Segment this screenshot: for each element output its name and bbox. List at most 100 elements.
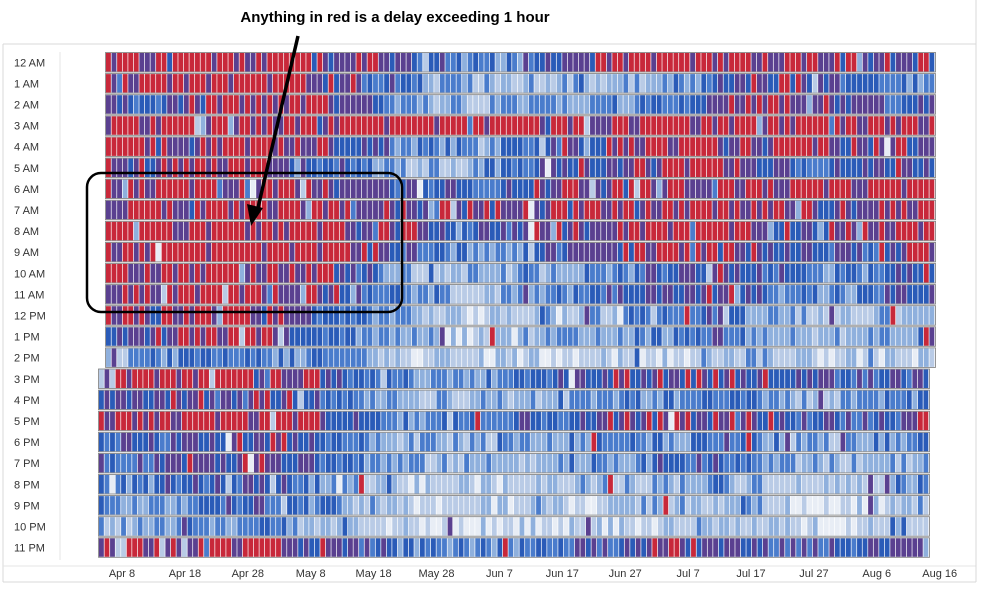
heatmap-cell [506,53,512,72]
heatmap-row-border [105,199,936,221]
heatmap-cell [796,475,802,494]
heatmap-cell [906,496,912,515]
heatmap-cell [679,53,684,72]
heatmap-cell [99,390,104,410]
heatmap-cell [378,95,384,114]
heatmap-cell [547,475,553,494]
heatmap-cell [613,517,619,536]
heatmap-cell [695,306,701,325]
heatmap-cell [450,264,456,283]
heatmap-cell [386,538,392,557]
heatmap-cell [834,95,840,114]
heatmap-cell [436,475,442,494]
heatmap-cell [423,179,428,199]
heatmap-cell [868,242,874,262]
heatmap-cell [701,348,707,367]
heatmap-cell [400,137,406,156]
heatmap-cell [745,53,751,72]
heatmap-cell [373,137,378,156]
heatmap-cell [133,95,139,114]
heatmap-cell [707,496,713,515]
heatmap-cell [751,137,757,156]
heatmap-cell [685,517,691,536]
heatmap-cell [233,264,239,283]
heatmap-cell [773,158,779,177]
heatmap-cell [718,369,724,388]
heatmap-cell [556,264,562,283]
heatmap-cell [679,285,684,304]
heatmap-cell [317,95,323,114]
heatmap-cell [133,221,139,241]
heatmap-cell [751,411,757,431]
heatmap-cell [695,95,701,114]
heatmap-row-border [105,220,936,242]
heatmap-cell [512,242,518,262]
heatmap-cell [328,327,334,346]
heatmap-cell [851,432,857,452]
heatmap-cell [547,411,553,431]
heatmap-cell [170,496,176,515]
heatmap-cell [790,242,796,262]
heatmap-cell [918,95,924,114]
heatmap-cell [657,411,663,431]
heatmap-cell [317,285,323,304]
heatmap-cell [740,432,746,452]
heatmap-cell [148,453,154,473]
heatmap-cell [211,95,217,114]
heatmap-cell [176,369,182,388]
heatmap-cell [342,390,348,410]
heatmap-cell [361,137,367,156]
annotation-highlight-box [85,171,404,314]
heatmap-cell [906,369,912,388]
heatmap-cell [211,179,217,199]
heatmap-cell [584,74,590,93]
heatmap-cell [228,327,234,346]
heatmap-cell [400,306,406,325]
heatmap-cell [701,116,707,135]
heatmap-cell [417,242,423,262]
heatmap-cell [834,285,840,304]
heatmap-cell [464,369,470,388]
heatmap-cell [706,95,712,114]
heatmap-cell [569,538,575,557]
heatmap-cell [400,53,406,72]
heatmap-cell [569,517,575,536]
heatmap-cell [873,453,879,473]
heatmap-cell [408,517,414,536]
heatmap-row-border [98,452,930,474]
heatmap-cell [117,285,122,304]
heatmap-cell [165,432,171,452]
heatmap-cell [378,306,384,325]
heatmap-cell [248,369,254,388]
heatmap-cell [896,242,901,262]
heatmap-cell [768,179,773,199]
heatmap-cell [289,264,295,283]
heatmap-cell [311,158,317,177]
heatmap-cell [250,74,256,93]
heatmap-cell [845,242,851,262]
heatmap-cell [640,348,645,367]
heatmap-cell [384,200,390,220]
heatmap-cell [239,348,245,367]
heatmap-cell [617,327,623,346]
heatmap-cell [912,285,918,304]
heatmap-cell [242,432,248,452]
heatmap-cell [634,348,640,367]
heatmap-cell [300,285,306,304]
heatmap-cell [320,390,326,410]
heatmap-cell [612,348,618,367]
heatmap-cell [170,538,176,557]
heatmap-cell [823,411,829,431]
heatmap-cell [200,53,206,72]
heatmap-cell [300,242,306,262]
heatmap-cell [912,264,918,283]
heatmap-cell [923,137,929,156]
heatmap-cell [228,348,234,367]
heatmap-cell [331,369,337,388]
heatmap-cell [868,411,873,431]
heatmap-cell [630,390,636,410]
heatmap-cell [890,453,896,473]
heatmap-row-border [98,474,930,495]
heatmap-cell [807,496,813,515]
heatmap-cell [558,538,564,557]
